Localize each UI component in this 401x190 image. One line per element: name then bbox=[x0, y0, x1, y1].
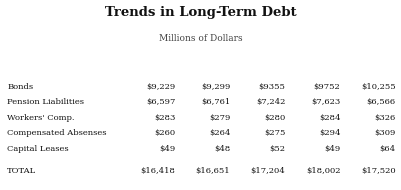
Text: $49: $49 bbox=[159, 145, 175, 153]
Text: Bonds: Bonds bbox=[7, 83, 33, 91]
Text: TOTAL: TOTAL bbox=[7, 166, 36, 175]
Text: $260: $260 bbox=[154, 129, 175, 137]
Text: $6,761: $6,761 bbox=[201, 98, 230, 106]
Text: $280: $280 bbox=[264, 114, 286, 122]
Text: $264: $264 bbox=[209, 129, 230, 137]
Text: FY01: FY01 bbox=[356, 63, 383, 72]
Text: $275: $275 bbox=[264, 129, 286, 137]
Text: $17,204: $17,204 bbox=[251, 166, 286, 175]
Text: $7,623: $7,623 bbox=[311, 98, 340, 106]
Text: $10,255: $10,255 bbox=[361, 83, 395, 91]
Text: Category: Category bbox=[7, 63, 55, 72]
Text: $7,242: $7,242 bbox=[256, 98, 286, 106]
Text: FY00: FY00 bbox=[301, 63, 328, 72]
Text: $279: $279 bbox=[209, 114, 230, 122]
Text: $309: $309 bbox=[374, 129, 395, 137]
Text: Compensated Absenses: Compensated Absenses bbox=[7, 129, 107, 137]
Text: $9752: $9752 bbox=[314, 83, 340, 91]
Text: Workers' Comp.: Workers' Comp. bbox=[7, 114, 75, 122]
Text: $9355: $9355 bbox=[259, 83, 286, 91]
Text: $64: $64 bbox=[379, 145, 395, 153]
Text: $294: $294 bbox=[319, 129, 340, 137]
Text: $6,597: $6,597 bbox=[146, 98, 175, 106]
Text: $284: $284 bbox=[319, 114, 340, 122]
Text: $6,566: $6,566 bbox=[366, 98, 395, 106]
Text: $326: $326 bbox=[374, 114, 395, 122]
Text: FY99: FY99 bbox=[246, 63, 273, 72]
Text: $16,418: $16,418 bbox=[140, 166, 175, 175]
Text: $48: $48 bbox=[214, 145, 230, 153]
Text: Trends in Long-Term Debt: Trends in Long-Term Debt bbox=[105, 6, 296, 19]
Text: $17,520: $17,520 bbox=[361, 166, 395, 175]
Text: FY98: FY98 bbox=[191, 63, 218, 72]
Text: $49: $49 bbox=[324, 145, 340, 153]
Text: $16,651: $16,651 bbox=[196, 166, 230, 175]
Text: Capital Leases: Capital Leases bbox=[7, 145, 69, 153]
Text: $52: $52 bbox=[269, 145, 286, 153]
Text: FY 97: FY 97 bbox=[134, 63, 164, 72]
Text: $283: $283 bbox=[154, 114, 175, 122]
Text: $18,002: $18,002 bbox=[306, 166, 340, 175]
Text: Millions of Dollars: Millions of Dollars bbox=[159, 34, 242, 43]
Text: $9,299: $9,299 bbox=[201, 83, 230, 91]
Text: $9,229: $9,229 bbox=[146, 83, 175, 91]
Text: Pension Liabilities: Pension Liabilities bbox=[7, 98, 84, 106]
